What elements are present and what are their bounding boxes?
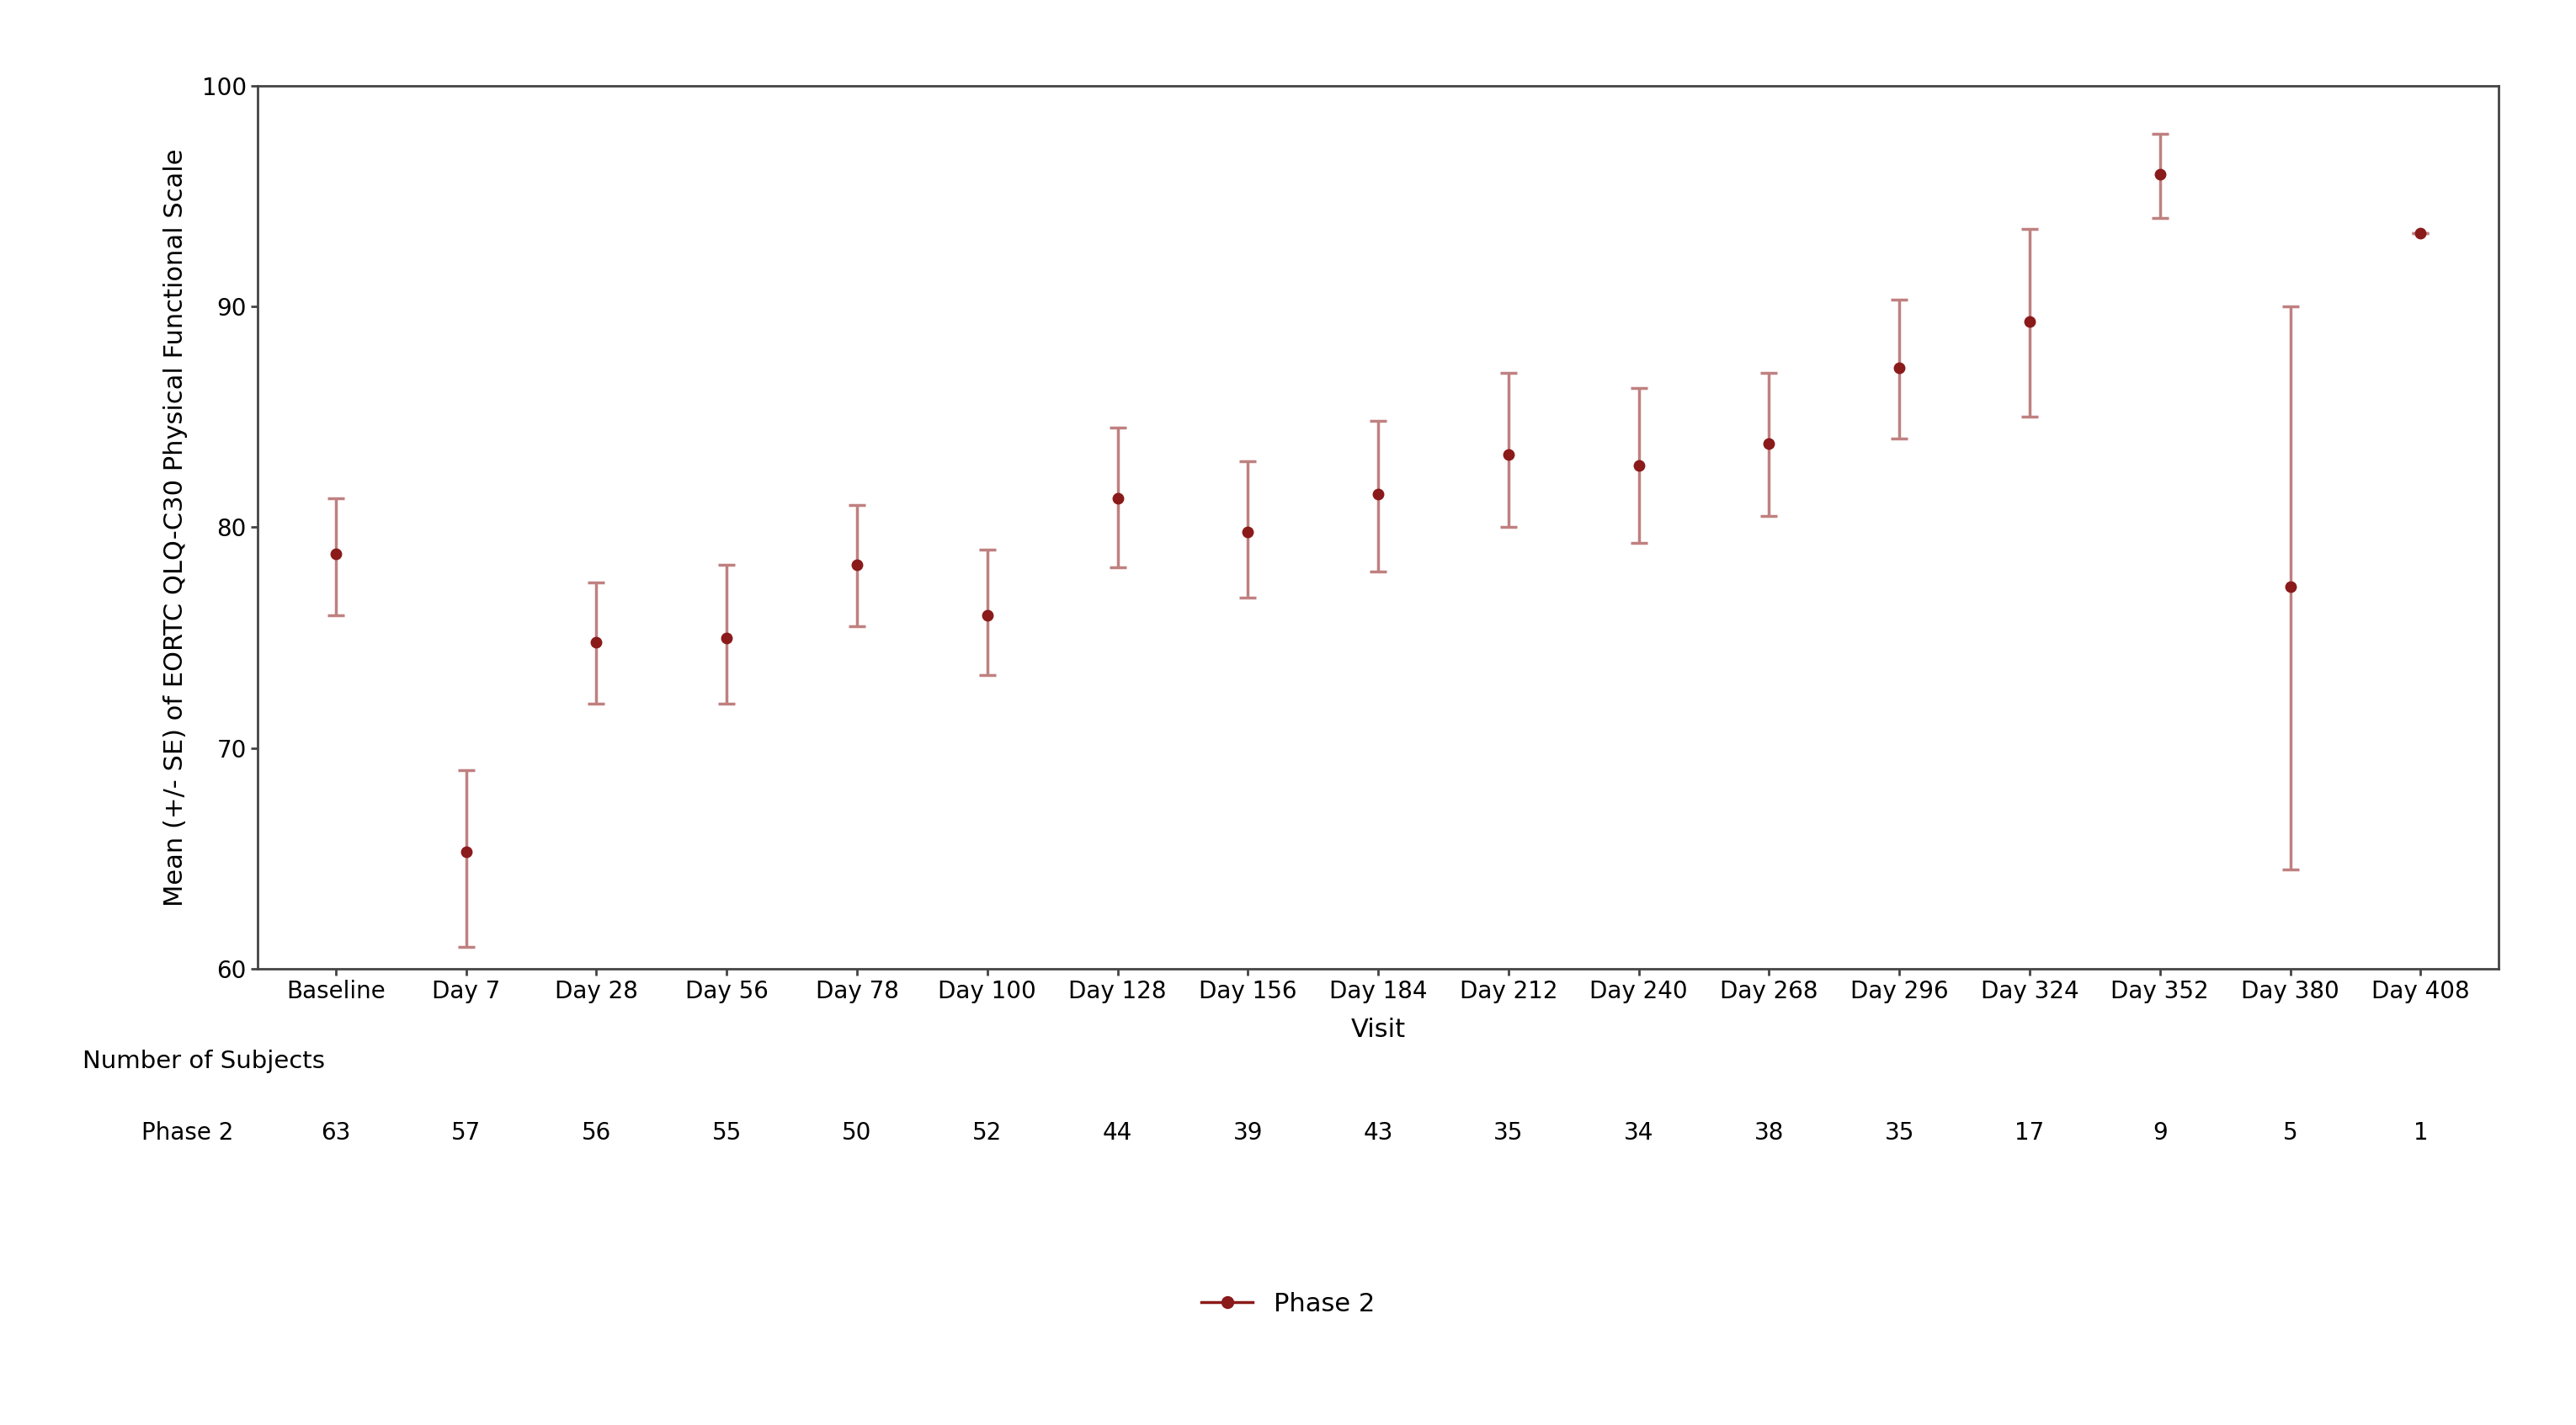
Text: 9: 9	[2154, 1121, 2166, 1144]
Text: 17: 17	[2014, 1121, 2045, 1144]
Text: 35: 35	[1886, 1121, 1914, 1144]
Text: 56: 56	[582, 1121, 611, 1144]
Text: 1: 1	[2414, 1121, 2429, 1144]
Text: 34: 34	[1623, 1121, 1654, 1144]
Y-axis label: Mean (+/- SE) of EORTC QLQ-C30 Physical Functional Scale: Mean (+/- SE) of EORTC QLQ-C30 Physical …	[162, 148, 188, 906]
Text: 57: 57	[451, 1121, 482, 1144]
Text: 50: 50	[842, 1121, 871, 1144]
Text: 52: 52	[971, 1121, 1002, 1144]
Text: 39: 39	[1234, 1121, 1262, 1144]
Text: 63: 63	[322, 1121, 350, 1144]
Text: 38: 38	[1754, 1121, 1785, 1144]
Text: 5: 5	[2282, 1121, 2298, 1144]
Text: Phase 2: Phase 2	[142, 1121, 234, 1144]
Text: 44: 44	[1103, 1121, 1133, 1144]
X-axis label: Visit: Visit	[1350, 1017, 1406, 1042]
Text: 43: 43	[1363, 1121, 1394, 1144]
Legend: Phase 2: Phase 2	[1190, 1281, 1386, 1327]
Text: 55: 55	[711, 1121, 742, 1144]
Text: Number of Subjects: Number of Subjects	[82, 1050, 325, 1073]
Text: 35: 35	[1494, 1121, 1522, 1144]
